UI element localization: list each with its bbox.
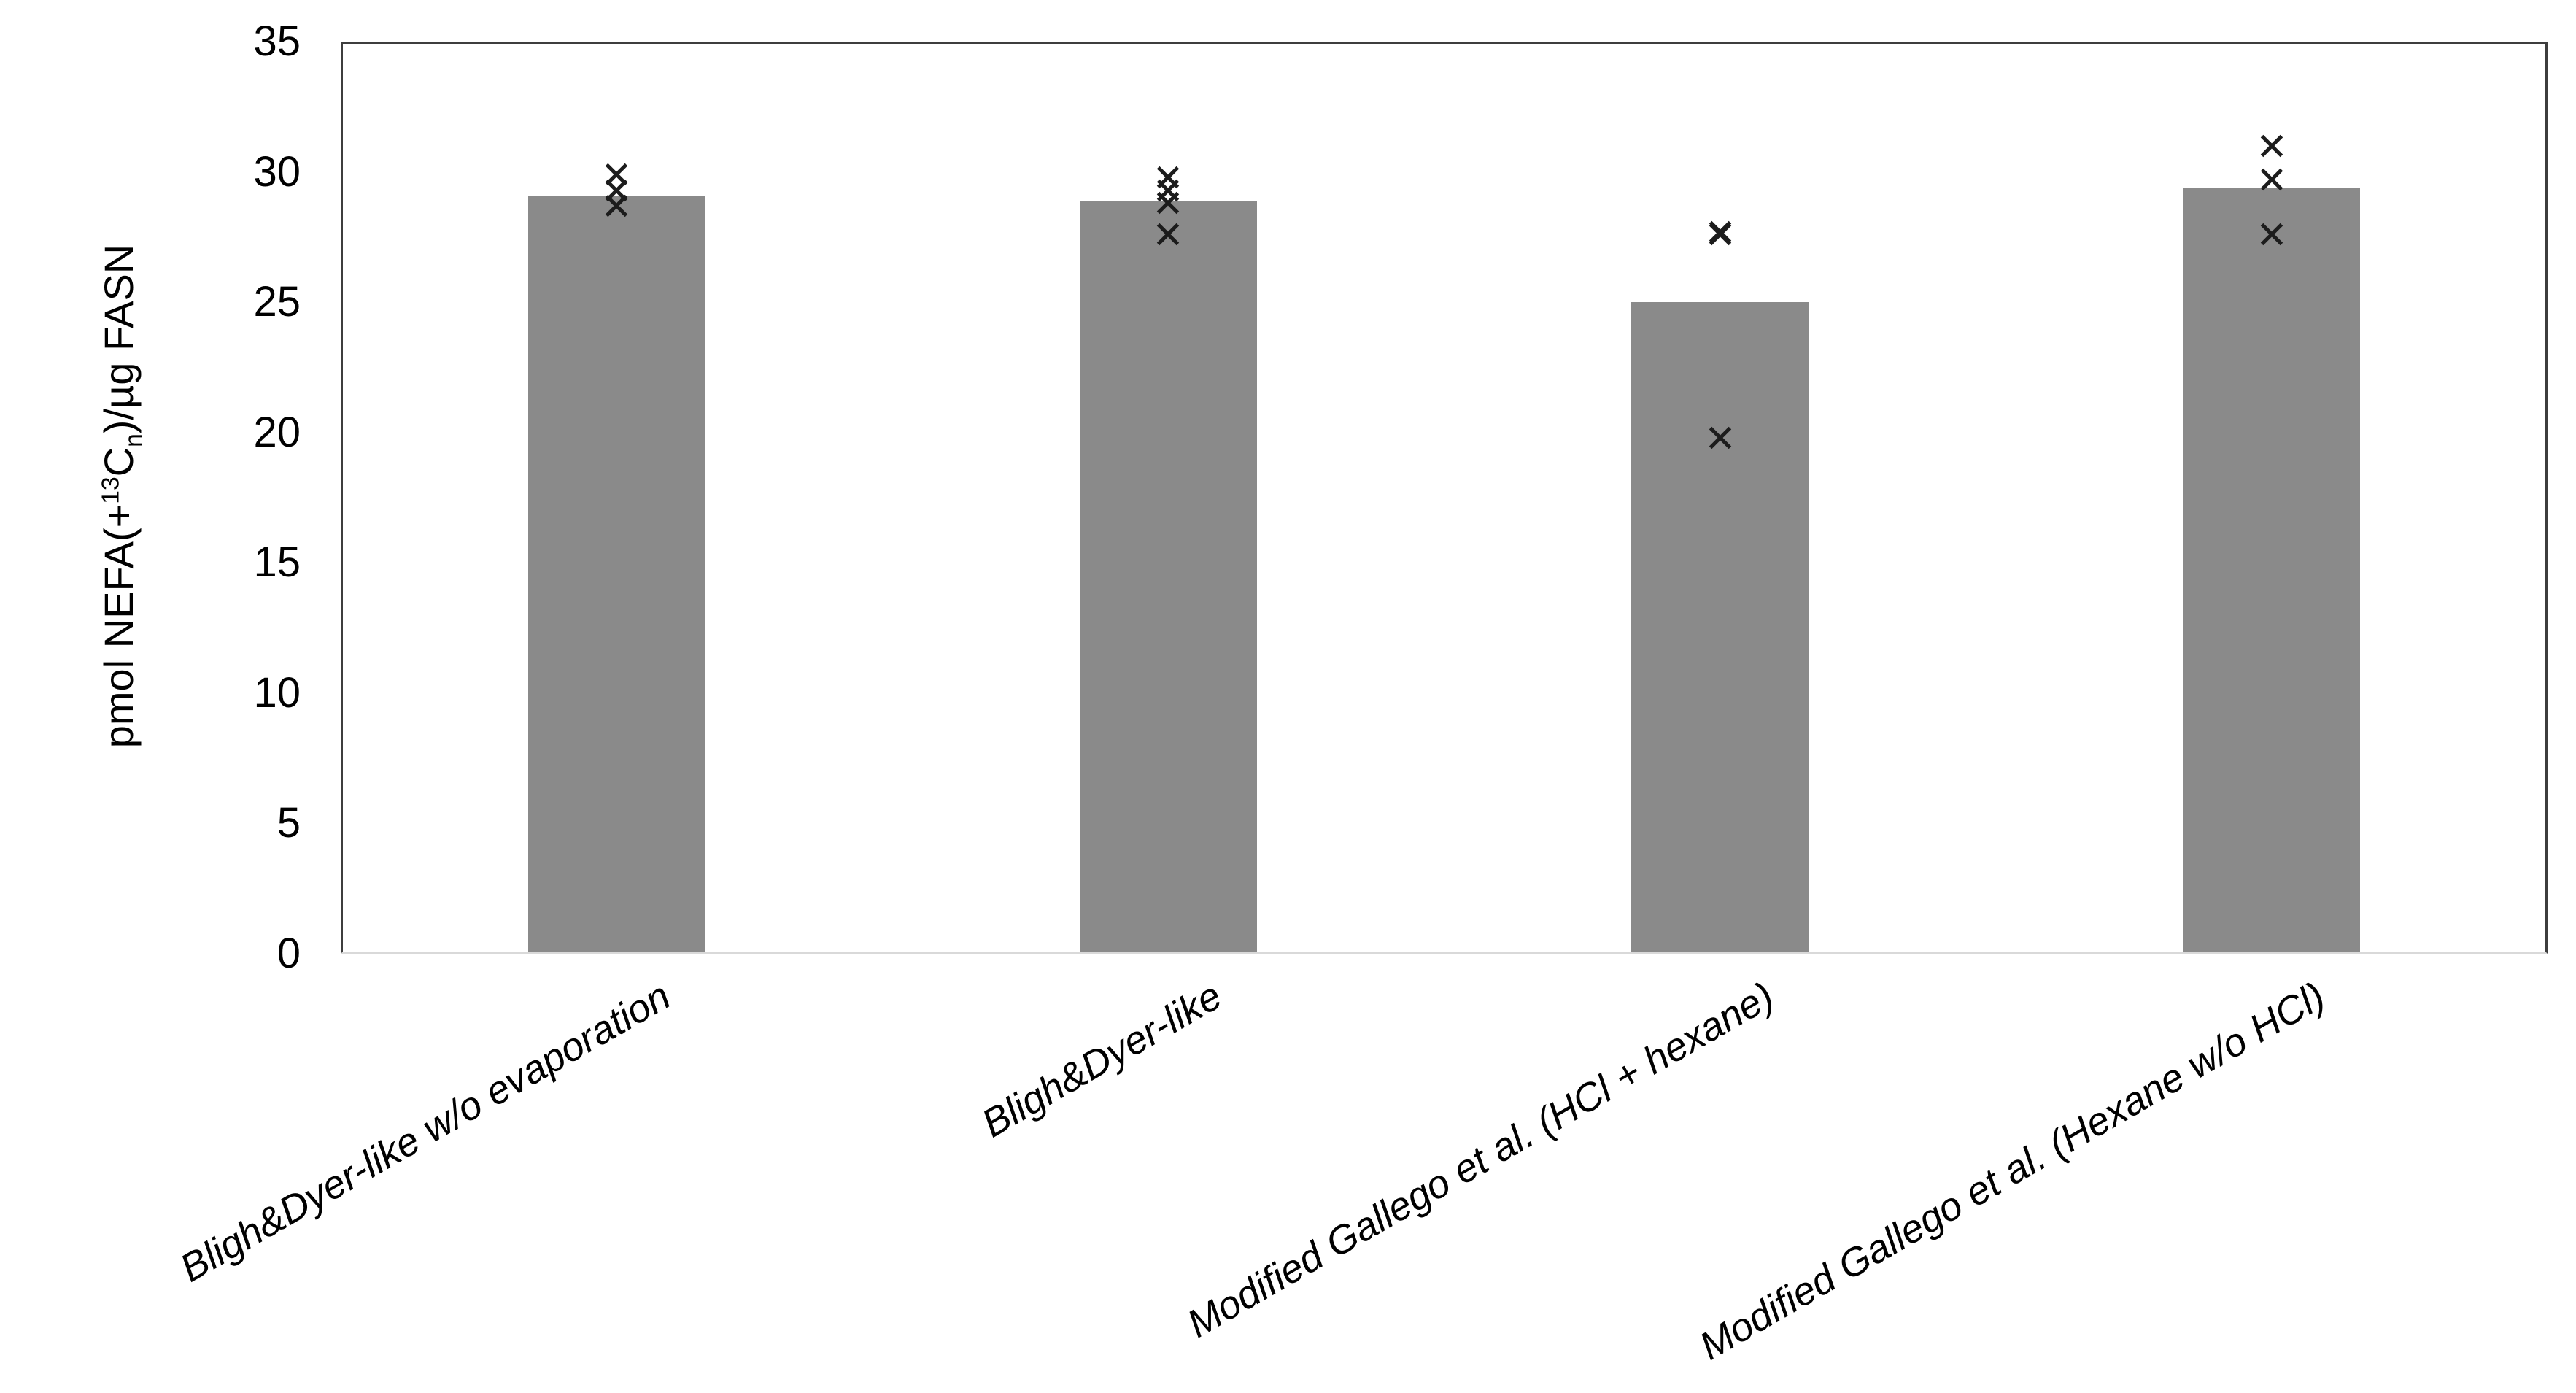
y-axis-title-element: C xyxy=(96,447,142,477)
y-axis-title-prefix: pmol NEFA(+ xyxy=(96,503,142,749)
x-marker xyxy=(1154,189,1182,217)
y-tick-label: 25 xyxy=(253,278,301,326)
bar-4 xyxy=(2183,188,2361,952)
y-axis-title: pmol NEFA(+13Cn)/µg FASN xyxy=(96,244,147,749)
x-category-label: Bligh&Dyer-like xyxy=(975,973,1229,1146)
y-tick-label: 10 xyxy=(253,668,301,717)
y-axis-title-superscript: 13 xyxy=(97,476,125,504)
x-marker xyxy=(1154,220,1182,248)
x-marker xyxy=(1706,424,1734,452)
x-marker xyxy=(1706,220,1734,248)
y-tick-label: 30 xyxy=(253,147,301,196)
x-marker xyxy=(2258,132,2286,160)
bar-2 xyxy=(1079,200,1257,952)
y-axis-title-suffix: )/µg FASN xyxy=(96,244,142,434)
x-category-label: Modified Gallego et al. (Hexane w/o HCl) xyxy=(1693,973,2333,1369)
x-category-label: Bligh&Dyer-like w/o evaporation xyxy=(172,973,678,1291)
y-tick-label: 0 xyxy=(276,930,301,977)
x-marker xyxy=(2258,166,2286,193)
bar-1 xyxy=(527,195,705,952)
y-tick-label: 35 xyxy=(253,18,301,65)
bar-3 xyxy=(1631,302,1809,952)
y-tick-label: 20 xyxy=(253,408,301,456)
x-category-label: Modified Gallego et al. (HCl + hexane) xyxy=(1179,973,1782,1346)
y-tick-label: 5 xyxy=(276,799,301,847)
plot-area xyxy=(341,42,2548,954)
x-marker xyxy=(603,192,630,220)
x-marker xyxy=(2258,220,2286,248)
y-tick-label: 15 xyxy=(253,539,301,587)
y-axis-title-subscript: n xyxy=(120,433,148,447)
